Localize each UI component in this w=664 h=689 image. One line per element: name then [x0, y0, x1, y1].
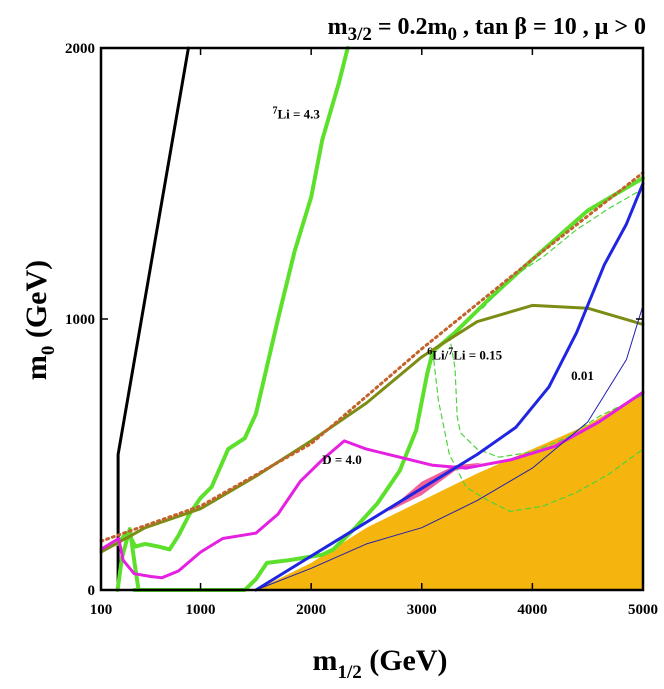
y-tick-label: 1000	[65, 312, 95, 328]
x-axis-title: m1/2 (GeV)	[312, 644, 447, 683]
label-d4: D = 4.0	[322, 452, 362, 467]
blue-li-ratio	[254, 182, 645, 592]
magenta-d4	[99, 390, 645, 580]
label-001: 0.01	[571, 368, 594, 383]
series-layer	[99, 46, 645, 592]
olive-curve	[99, 303, 645, 554]
x-tick-label: 2000	[296, 602, 326, 618]
x-tick-label: 5000	[628, 602, 658, 618]
green-dashed-1	[432, 350, 644, 512]
label-6li-7li: 6Li/7Li = 0.15	[427, 347, 502, 363]
ticks-layer: 100 1000 2000 3000 4000 5000 0 1000 2000	[65, 41, 658, 618]
excluded-region	[255, 392, 643, 590]
label-7li: 7Li = 4.3	[272, 105, 320, 121]
y-tick-label: 0	[88, 583, 96, 599]
chart-title: m3/2 = 0.2m0 , tan β = 10 , μ > 0	[328, 14, 646, 45]
thin-blue-001	[255, 304, 644, 591]
y-tick-label: 2000	[65, 41, 95, 57]
x-tick-label: 1000	[186, 602, 216, 618]
black-boundary	[116, 46, 190, 592]
brown-dotted	[99, 171, 645, 543]
x-tick-label: 100	[90, 602, 113, 618]
green-dashed-2	[448, 334, 644, 458]
x-tick-label: 3000	[407, 602, 437, 618]
green-7li-bottom	[132, 176, 645, 592]
annotations-layer: 7Li = 4.3 6Li/7Li = 0.15 0.01 D = 4.0	[272, 105, 593, 467]
green-7li-low-loop	[115, 46, 350, 552]
green-dashed-3	[482, 188, 644, 309]
x-tick-label: 4000	[517, 602, 547, 618]
preferred-region	[388, 462, 483, 512]
y-axis-title: m0 (GeV)	[20, 260, 59, 380]
regions-layer	[255, 392, 643, 590]
